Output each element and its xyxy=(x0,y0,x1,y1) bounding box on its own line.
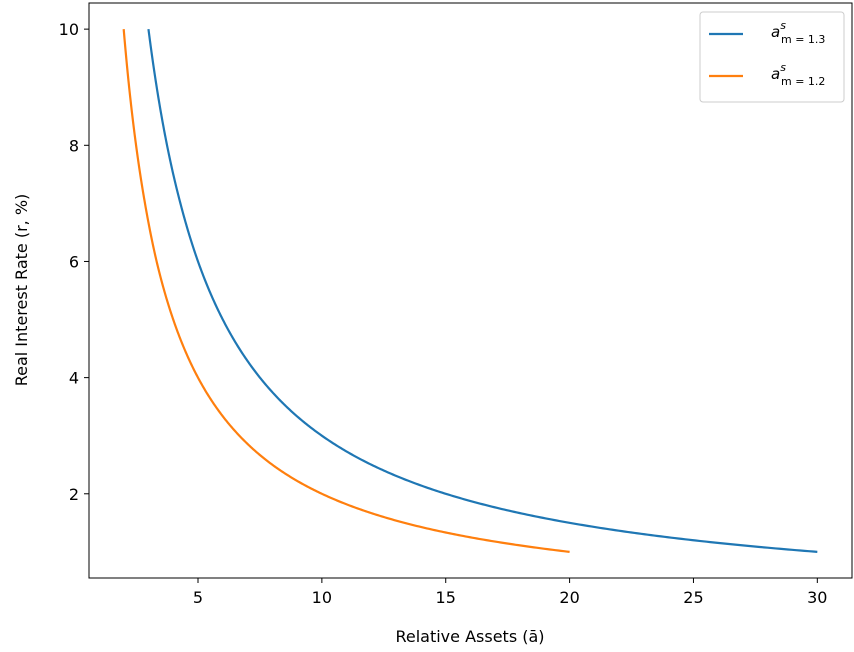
y-tick-label: 6 xyxy=(69,252,79,271)
y-tick-label: 2 xyxy=(69,485,79,504)
y-tick-label: 4 xyxy=(69,369,79,388)
series-line-1 xyxy=(147,28,818,553)
y-axis-label: Real Interest Rate (r, %) xyxy=(12,194,31,387)
x-tick-label: 30 xyxy=(807,588,827,607)
legend: as m = 1.3 as m = 1.2 xyxy=(699,11,845,103)
x-tick-label: 20 xyxy=(559,588,579,607)
series-line-2 xyxy=(122,29,570,553)
y-tick-label: 10 xyxy=(59,20,79,39)
axis-ticks: 5 10 15 20 25 30 2 4 6 8 10 xyxy=(59,20,828,607)
x-axis-label: Relative Assets (ā) xyxy=(395,627,544,646)
x-tick-label: 15 xyxy=(436,588,456,607)
plot-area xyxy=(122,28,818,553)
y-tick-label: 8 xyxy=(69,136,79,155)
legend-label-1: as m = 1.3 xyxy=(771,19,825,46)
legend-label-2: as m = 1.2 xyxy=(771,61,825,88)
x-tick-label: 10 xyxy=(312,588,332,607)
x-tick-label: 25 xyxy=(683,588,703,607)
axes-frame xyxy=(88,2,853,579)
x-tick-label: 5 xyxy=(193,588,203,607)
